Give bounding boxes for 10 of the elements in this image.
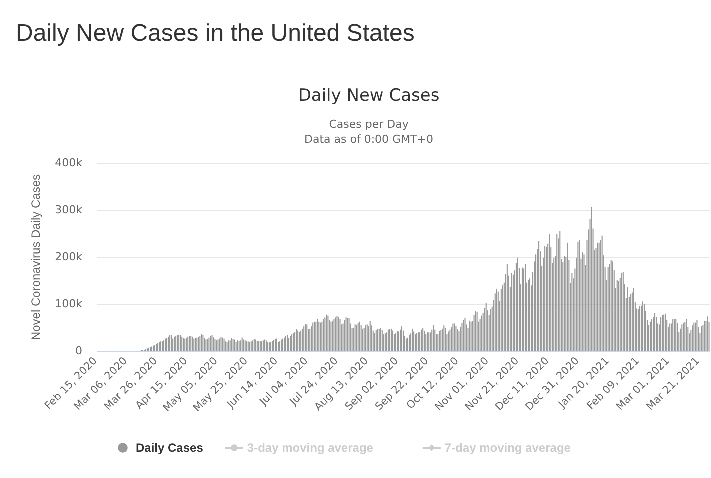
y-tick-label: 300k (55, 204, 84, 216)
y-tick-label: 0 (76, 344, 82, 358)
chart-subtitle: Cases per Day Data as of 0:00 GMT+0 (304, 118, 434, 146)
y-tick-label: 100k (55, 298, 84, 310)
chart-title: Daily New Cases (298, 86, 440, 106)
y-tick-label: 400k (55, 156, 84, 170)
legend-label: Daily Cases (136, 441, 204, 455)
y-tick-label: 200k (55, 250, 84, 264)
y-axis-title: Novel Coronavirus Daily Cases (29, 174, 44, 341)
text: Daily New Cases in the United States (16, 20, 415, 47)
